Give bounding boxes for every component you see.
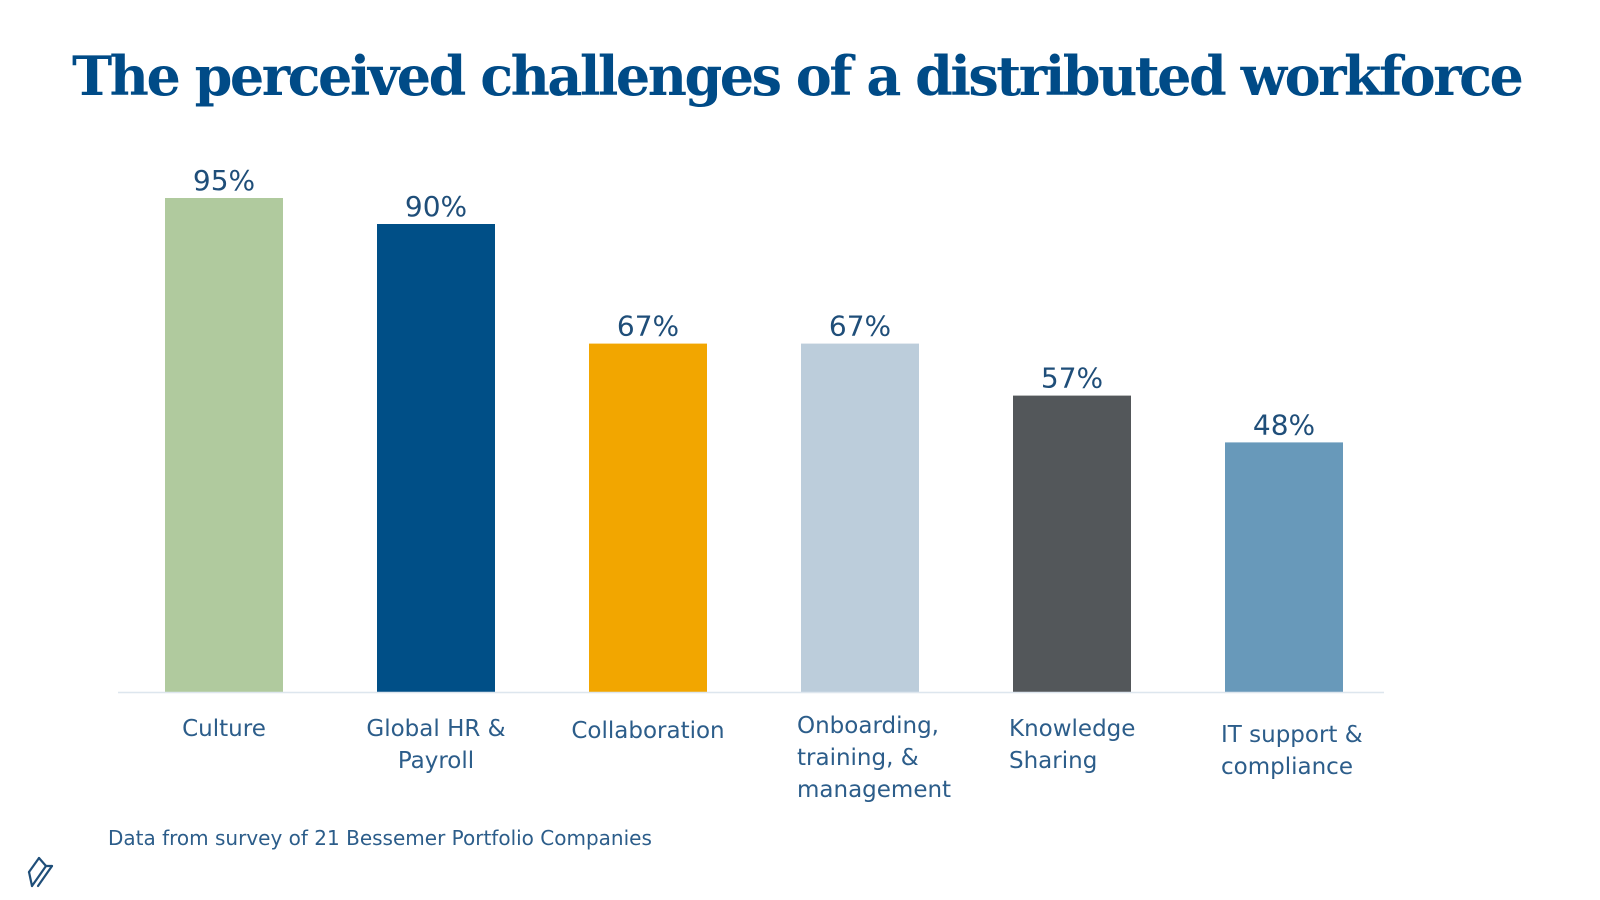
- category-label-3-line-0: Onboarding,: [797, 713, 939, 739]
- bar-5: [1225, 442, 1343, 692]
- value-label-1: 90%: [405, 190, 467, 223]
- bar-2: [589, 343, 707, 692]
- bar-4: [1013, 395, 1131, 692]
- bar-3: [801, 343, 919, 692]
- category-label-4: Knowledge Sharing: [1009, 716, 1135, 774]
- category-label-1-line-0: Global HR &: [366, 716, 505, 742]
- category-label-3: Onboarding, training, & management: [797, 713, 951, 803]
- value-labels-group: 95% 90% 67% 67% 57% 48%: [193, 164, 1315, 441]
- source-footnote: Data from survey of 21 Bessemer Portfoli…: [108, 826, 652, 850]
- category-label-1-line-1: Payroll: [398, 748, 474, 774]
- category-label-1: Global HR & Payroll: [366, 716, 505, 774]
- bessemer-logo-icon: [27, 856, 54, 888]
- category-label-3-line-2: management: [797, 777, 951, 803]
- bars-group: [165, 198, 1343, 692]
- category-label-0-line-0: Culture: [182, 716, 266, 742]
- bar-1: [377, 224, 495, 692]
- category-label-5-line-1: compliance: [1221, 754, 1353, 780]
- value-label-2: 67%: [617, 310, 679, 343]
- category-label-5-line-0: IT support &: [1221, 722, 1363, 748]
- category-label-5: IT support & compliance: [1221, 722, 1363, 780]
- category-label-2: Collaboration: [571, 718, 724, 744]
- category-label-4-line-1: Sharing: [1009, 748, 1097, 774]
- category-label-2-line-0: Collaboration: [571, 718, 724, 744]
- category-labels-group: Culture Global HR & Payroll Collaboration On…: [182, 713, 1363, 803]
- category-label-0: Culture: [182, 716, 266, 742]
- page-title: The perceived challenges of a distribute…: [72, 44, 1524, 108]
- category-label-4-line-0: Knowledge: [1009, 716, 1135, 742]
- category-label-3-line-1: training, &: [797, 745, 919, 771]
- value-label-0: 95%: [193, 164, 255, 197]
- bar-0: [165, 198, 283, 692]
- value-label-3: 67%: [829, 310, 891, 343]
- value-label-5: 48%: [1253, 408, 1315, 441]
- value-label-4: 57%: [1041, 362, 1103, 395]
